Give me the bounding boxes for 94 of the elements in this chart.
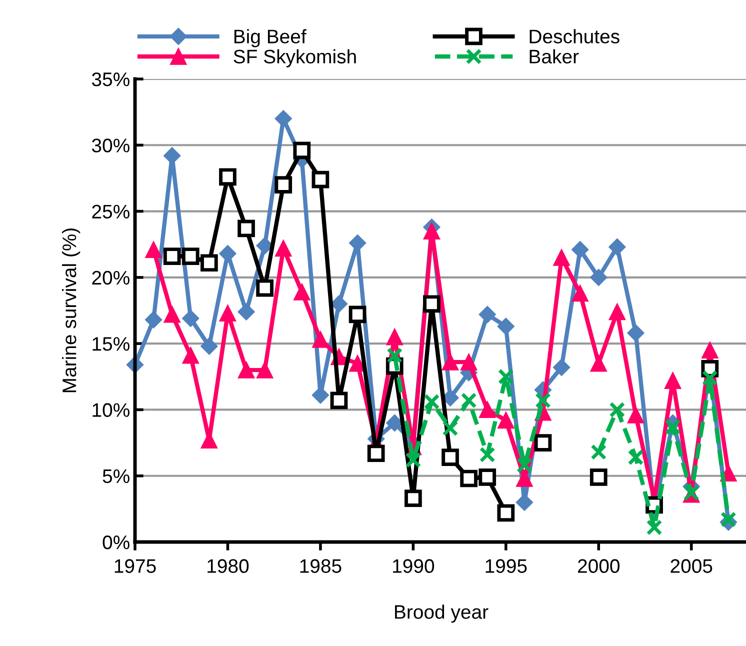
y-axis-title: Marine survival (%) [62,228,80,392]
point [219,168,236,186]
point [497,504,515,522]
point [405,452,422,468]
x-tick-label: 2000 [578,559,620,573]
point [182,347,199,364]
point [442,420,458,436]
point [330,392,348,410]
point [275,240,292,257]
point [145,241,162,258]
y-tick-label: 20% [92,270,130,285]
point [516,470,533,487]
point [238,303,255,320]
point [590,468,608,486]
legend-label: Deschutes [530,29,620,44]
point [497,318,514,335]
point [442,448,459,466]
point [646,519,662,536]
point [535,392,551,408]
y-tick-label: 0% [102,535,130,550]
point [238,220,255,238]
legend-label: Baker [530,49,579,64]
point [516,457,532,474]
point [498,368,514,385]
point [312,386,330,404]
y-tick-label: 15% [92,337,130,351]
point [664,418,681,435]
point [293,142,311,160]
x-tick-label: 1990 [393,559,434,573]
point [442,354,459,370]
point [404,490,422,508]
point [590,268,608,286]
point [460,470,478,488]
point [312,170,330,188]
point [572,284,588,302]
point [702,370,718,386]
point [163,248,181,265]
point [200,338,218,355]
point [423,295,440,313]
point [219,245,236,262]
point [590,355,607,372]
x-axis-title: Brood year [395,604,488,623]
point [460,354,478,370]
point [553,249,570,266]
point [608,303,626,320]
x-tick-label: 2005 [670,559,712,573]
point [627,324,644,342]
point [144,311,162,328]
y-tick-label: 10% [92,403,130,417]
point [423,222,440,240]
legend-label: SF Skykomish [234,49,356,68]
point [274,110,292,128]
point [294,284,310,300]
point [498,412,514,429]
point [256,279,274,297]
y-tick-label: 30% [92,138,130,152]
point [478,306,496,324]
point [424,394,440,410]
y-tick-label: 25% [92,204,130,219]
x-tick-label: 1985 [300,559,342,573]
point [182,310,200,327]
point [608,238,626,256]
point [590,444,607,460]
y-tick-label: 5% [102,469,130,484]
point [628,449,644,466]
point [312,331,329,348]
point [534,434,552,452]
point [664,372,682,389]
point [479,446,496,463]
point [274,176,292,194]
y-tick-label: 35% [92,72,130,86]
point [182,248,200,265]
point [238,362,255,378]
point [478,468,496,486]
point [367,444,385,462]
point [627,406,644,424]
point [720,512,736,528]
point [256,362,274,378]
point [702,342,718,359]
point [386,328,403,346]
point [219,304,236,322]
point [164,306,180,323]
x-tick-label: 1995 [486,559,527,573]
point [460,392,477,408]
x-tick-label: 1980 [208,559,249,573]
point [609,402,626,418]
legend-label: Big Beef [234,29,306,48]
point [200,254,218,272]
x-tick-label: 1975 [114,559,156,573]
point [572,241,589,258]
point [348,306,366,324]
point [552,358,570,376]
point [479,401,496,418]
point [386,347,403,364]
